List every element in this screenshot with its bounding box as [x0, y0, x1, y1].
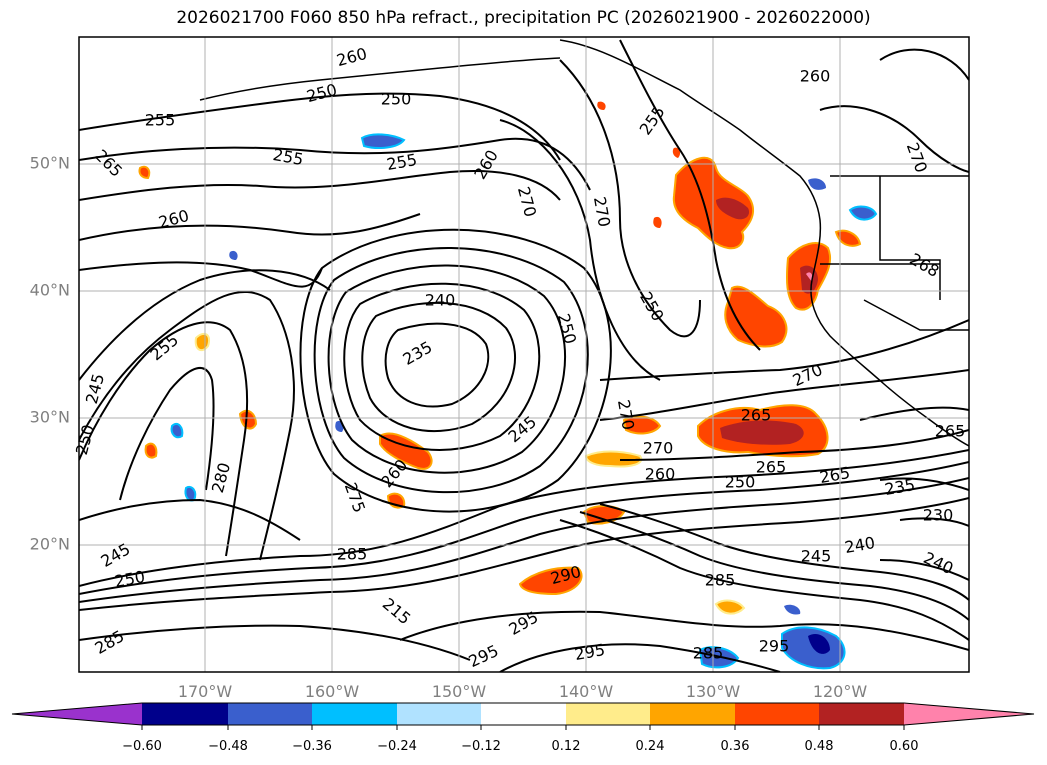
lat-label: 30°N [30, 408, 70, 427]
colorbar-tick: 0.60 [890, 739, 919, 754]
contour-label: 270 [643, 439, 674, 458]
lat-label: 50°N [30, 154, 70, 173]
contour-label: 260 [800, 67, 831, 86]
contour-label: 285 [337, 545, 368, 564]
lon-label: 130°W [686, 682, 741, 701]
lon-label: 160°W [305, 682, 360, 701]
colorbar-bin [228, 703, 312, 725]
contour-label: 245 [801, 547, 832, 566]
colorbar-tick: −0.24 [377, 739, 417, 754]
colorbar-bin [397, 703, 481, 725]
longitude-labels: 170°W 160°W 150°W 140°W 130°W 120°W [178, 682, 868, 701]
contour-label: 250 [381, 90, 412, 109]
contour-label: 240 [425, 291, 456, 310]
colorbar-extend-low [12, 703, 142, 725]
map-frame [78, 36, 970, 673]
contour-label: 260 [645, 465, 676, 484]
colorbar-tick: −0.60 [122, 739, 162, 754]
colorbar-tick: 0.12 [552, 739, 581, 754]
contour-label: 250 [725, 473, 756, 492]
lat-label: 20°N [30, 535, 70, 554]
colorbar-tick: −0.48 [208, 739, 248, 754]
colorbar-bin [735, 703, 819, 725]
lat-label: 40°N [30, 281, 70, 300]
precip-area-nw-coast [672, 156, 755, 250]
contour-label: 230 [923, 506, 954, 525]
colorbar-bin [566, 703, 650, 725]
map-area [79, 37, 969, 672]
colorbar-bin [481, 703, 566, 725]
colorbar-bin [142, 703, 228, 725]
colorbar: −0.60 −0.48 −0.36 −0.24 −0.12 0.12 0.24 … [11, 702, 1035, 754]
lon-label: 140°W [559, 682, 614, 701]
contour-label: 295 [759, 637, 790, 656]
colorbar-tick: 0.36 [721, 739, 750, 754]
colorbar-tick: 0.24 [636, 739, 665, 754]
colorbar-tick: 0.48 [805, 739, 834, 754]
precip-area-290 [518, 566, 583, 596]
lon-label: 170°W [178, 682, 233, 701]
colorbar-bin [819, 703, 904, 725]
contour-label: 285 [693, 644, 724, 663]
colorbar-tick: −0.12 [461, 739, 501, 754]
contour-label: 255 [145, 111, 176, 130]
gridlines [79, 37, 969, 672]
precipitation-shading [138, 101, 878, 670]
contour-label: 265 [935, 422, 966, 441]
contour-label: 265 [756, 458, 787, 477]
coastlines [199, 39, 969, 447]
contour-label: 265 [741, 406, 772, 425]
map-title: 2026021700 F060 850 hPa refract., precip… [176, 8, 871, 28]
colorbar-bin [650, 703, 735, 725]
colorbar-bin [312, 703, 397, 725]
lon-label: 150°W [432, 682, 487, 701]
refractivity-contours [79, 39, 969, 672]
precip-area-offshore-42n [724, 285, 788, 348]
colorbar-extend-high [904, 703, 1034, 725]
lon-label: 120°W [813, 682, 868, 701]
contour-label: 285 [705, 571, 736, 590]
latitude-labels: 50°N 40°N 30°N 20°N [30, 154, 70, 554]
colorbar-tick: −0.36 [292, 739, 332, 754]
